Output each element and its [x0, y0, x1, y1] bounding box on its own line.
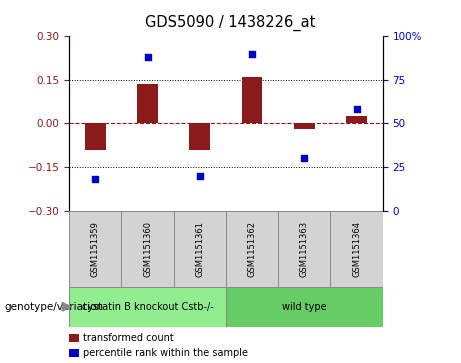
Point [144, 54, 151, 60]
Text: wild type: wild type [282, 302, 326, 312]
Text: GSM1151364: GSM1151364 [352, 221, 361, 277]
Bar [346, 116, 367, 123]
Bar [69, 287, 226, 327]
Bar [189, 123, 210, 150]
Point [92, 176, 99, 182]
Text: GDS5090 / 1438226_at: GDS5090 / 1438226_at [145, 15, 316, 31]
Bar [121, 211, 174, 287]
Text: cystatin B knockout Cstb-/-: cystatin B knockout Cstb-/- [82, 302, 213, 312]
Bar [242, 77, 262, 123]
Bar [69, 211, 121, 287]
Point [353, 107, 360, 113]
Text: GSM1151363: GSM1151363 [300, 221, 309, 277]
Bar [85, 123, 106, 150]
Bar [294, 123, 315, 129]
Bar [137, 84, 158, 123]
Polygon shape [62, 302, 71, 311]
Point [248, 51, 256, 57]
Bar [331, 211, 383, 287]
Text: GSM1151360: GSM1151360 [143, 221, 152, 277]
Point [301, 155, 308, 161]
Bar [226, 287, 383, 327]
Point [196, 173, 203, 179]
Bar [174, 211, 226, 287]
Text: transformed count: transformed count [83, 333, 174, 343]
Text: GSM1151361: GSM1151361 [195, 221, 204, 277]
Text: percentile rank within the sample: percentile rank within the sample [83, 348, 248, 358]
Text: genotype/variation: genotype/variation [5, 302, 104, 312]
Text: GSM1151362: GSM1151362 [248, 221, 256, 277]
Bar [226, 211, 278, 287]
Text: GSM1151359: GSM1151359 [91, 221, 100, 277]
Bar [278, 211, 331, 287]
